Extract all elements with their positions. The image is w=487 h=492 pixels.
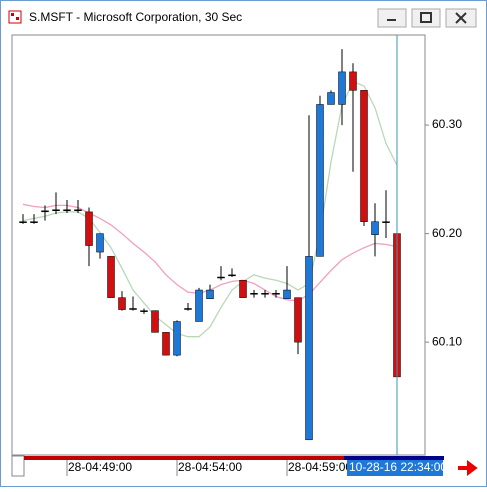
candle-body [52, 209, 60, 211]
candle-body [96, 233, 104, 253]
minimize-button[interactable] [377, 8, 407, 28]
candle-body [19, 221, 27, 223]
candle-body [250, 293, 258, 295]
candle-body [41, 210, 49, 213]
app-icon-dot [16, 17, 19, 20]
candle-body [371, 221, 379, 235]
candle-body [261, 293, 269, 295]
candle-body [217, 276, 225, 279]
candle-body [228, 274, 236, 277]
candle-body [360, 90, 368, 222]
scroll-box[interactable] [11, 455, 25, 477]
candle-body [316, 104, 324, 257]
y-tick-label: 60.30 [432, 117, 462, 131]
scroll-bar[interactable] [24, 456, 344, 460]
candle-body [195, 289, 203, 322]
x-tick-label: 28-04:59:00 [288, 460, 352, 474]
app-icon-dot [11, 13, 14, 16]
cursor-label: 10-28-16 22:34:00 [349, 460, 447, 474]
scroll-right-arrow[interactable] [458, 460, 478, 476]
candle-body [305, 256, 313, 441]
candle-body [162, 332, 170, 356]
x-tick-label: 28-04:54:00 [178, 460, 242, 474]
candle-body [206, 289, 214, 299]
candle-body [382, 221, 390, 223]
y-tick-label: 60.10 [432, 334, 462, 348]
candle-body [140, 310, 148, 312]
candle-body [85, 211, 93, 246]
candle-body [30, 221, 38, 223]
candle-body [63, 209, 71, 211]
window-title: S.MSFT - Microsoft Corporation, 30 Sec [29, 10, 242, 24]
scroll-thumb[interactable] [344, 456, 444, 460]
candle-body [327, 92, 335, 105]
candle-body [184, 308, 192, 310]
app-icon [8, 10, 22, 24]
y-tick-label: 60.20 [432, 226, 462, 240]
candle-body [294, 297, 302, 343]
candle-body [338, 71, 346, 105]
candle-body [107, 256, 115, 298]
candle-body [239, 280, 247, 298]
candle-body [173, 321, 181, 356]
candle-body [349, 71, 357, 91]
candle-body [118, 297, 126, 310]
plot-area [11, 34, 426, 456]
candle-body [151, 310, 159, 333]
cursor-label-bg [347, 460, 443, 476]
maximize-button[interactable] [411, 8, 441, 28]
candle-body [283, 289, 291, 299]
close-button[interactable] [445, 8, 477, 28]
candle-body [272, 293, 280, 295]
candle-body [74, 209, 82, 211]
candle-body [129, 308, 137, 310]
x-tick-label: 28-04:49:00 [68, 460, 132, 474]
